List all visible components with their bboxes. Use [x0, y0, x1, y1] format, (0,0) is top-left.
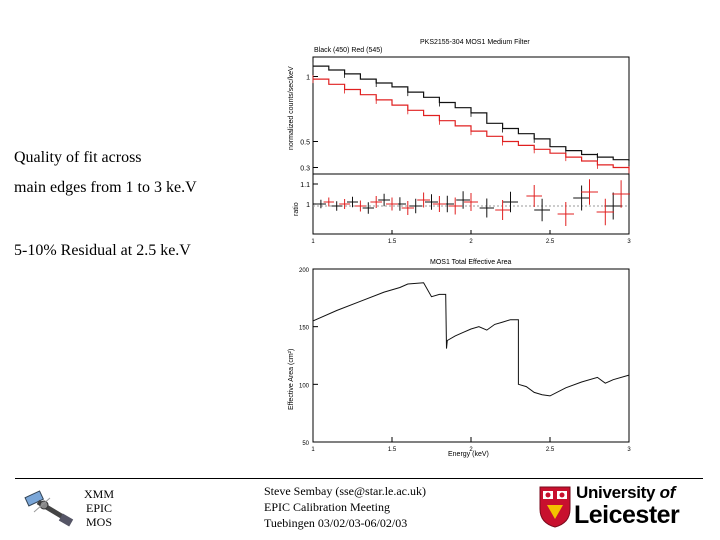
ratio-xtick-label: 2	[469, 239, 473, 245]
spectrum-ylabel: normalized counts/sec/keV	[288, 66, 295, 150]
ratio-xtick-label: 2.5	[546, 239, 555, 245]
ratio-xtick-label: 1	[311, 239, 315, 245]
xmm-line: XMM	[84, 487, 115, 501]
area-xlabel: Energy (keV)	[448, 451, 489, 458]
spectrum-ytick-label: 0.5	[300, 140, 310, 147]
logo-university-word: University	[576, 483, 656, 502]
area-title: MOS1 Total Effective Area	[430, 259, 512, 266]
university-logo: University of Leicester	[538, 483, 708, 531]
footer-rule	[15, 478, 703, 479]
area-ytick-label: 150	[299, 326, 310, 332]
area-curve	[312, 282, 630, 397]
logo-leicester-word: Leicester	[574, 501, 680, 529]
credit-meeting: EPIC Calibration Meeting	[264, 500, 390, 514]
area-xtick-label: 1	[311, 447, 315, 453]
ratio-xtick-label: 1.5	[388, 239, 397, 245]
area-ytick-label: 50	[302, 441, 309, 447]
mos-line: MOS	[85, 515, 112, 529]
spectrum-ytick-label: 1	[306, 75, 310, 82]
area-xtick-label: 3	[627, 447, 631, 453]
area-xtick-label: 1.5	[388, 447, 397, 453]
area-ylabel: Effective Area (cm²)	[288, 349, 295, 410]
ratio-ylabel: ratio	[293, 202, 300, 216]
area-xtick-label: 2	[469, 447, 473, 453]
bullet-residual: 5-10% Residual at 2.5 ke.V	[14, 242, 191, 259]
ratio-xtick-label: 3	[627, 239, 631, 245]
bullet-edges-range: main edges from 1 to 3 ke.V	[14, 179, 197, 196]
area-xtick-label: 2.5	[546, 447, 555, 453]
ratio-ytick-label: 1.1	[300, 182, 310, 189]
epic-line: EPIC	[85, 501, 112, 515]
xmm-epic-mos-label: XMM EPIC MOS	[84, 487, 114, 529]
spectrum-series-red	[313, 78, 630, 171]
spectrum-ytick-label: 0.3	[300, 166, 310, 173]
credit-location-dates: Tuebingen 03/02/03-06/02/03	[264, 516, 408, 530]
area-frame	[312, 268, 630, 443]
credit-block: Steve Sembay (sse@star.le.ac.uk) EPIC Ca…	[264, 483, 426, 531]
bullet-fit-quality: Quality of fit across	[14, 149, 142, 166]
leicester-crest-icon	[539, 486, 571, 528]
area-ytick-label: 100	[299, 383, 310, 389]
area-ytick-label: 200	[299, 268, 310, 274]
logo-university-line: University of	[576, 483, 675, 503]
spectrum-title: PKS2155-304 MOS1 Medium Filter	[420, 39, 530, 46]
ratio-ytick-label: 1	[306, 202, 310, 209]
logo-of-word: of	[659, 483, 676, 502]
xmm-satellite-icon	[24, 490, 74, 527]
figure: PKS2155-304 MOS1 Medium Filter Black (45…	[288, 39, 631, 458]
credit-author: Steve Sembay (sse@star.le.ac.uk)	[264, 484, 427, 498]
spectrum-subtitle: Black (450) Red (545)	[314, 47, 382, 54]
